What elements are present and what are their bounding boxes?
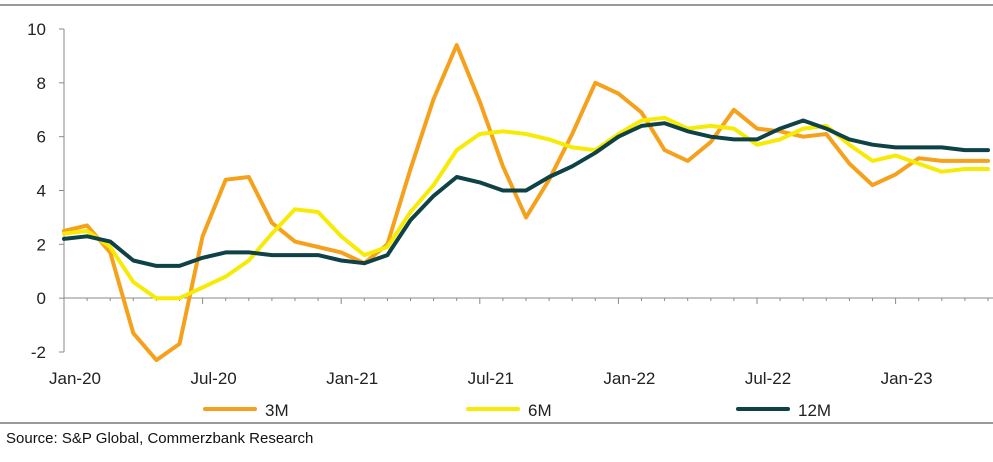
- legend-label-12m: 12M: [798, 401, 831, 420]
- x-axis: Jan-20 Jul-20 Jan-21 Jul-21 Jan-22 Jul-22 Jan-…: [49, 297, 993, 388]
- x-tick-label: Jan-20: [49, 369, 101, 388]
- y-tick-label: 0: [37, 289, 46, 308]
- legend-label-3m: 3M: [265, 401, 289, 420]
- x-tick-label: Jan-23: [881, 369, 933, 388]
- x-tick-label: Jul-20: [190, 369, 236, 388]
- x-tick-label: Jan-21: [326, 369, 378, 388]
- source-note: Source: S&P Global, Commerzbank Research: [6, 430, 314, 447]
- x-tick-label: Jul-21: [468, 369, 514, 388]
- series-line-12m: [62, 118, 990, 268]
- y-tick-label: 6: [37, 128, 46, 147]
- y-axis: -2 0 2 4 6 8 10: [27, 20, 65, 362]
- y-tick-label: 8: [37, 74, 46, 93]
- x-tick-label: Jan-22: [603, 369, 655, 388]
- series-line-6m: [62, 115, 990, 301]
- legend: 3M 6M 12M: [203, 401, 831, 420]
- y-tick-label: -2: [31, 343, 46, 362]
- series-line-3m: [62, 43, 990, 363]
- y-tick-label: 4: [37, 182, 46, 201]
- legend-label-6m: 6M: [528, 401, 552, 420]
- y-tick-label: 10: [27, 20, 46, 39]
- y-tick-label: 2: [37, 235, 46, 254]
- x-tick-label: Jul-22: [745, 369, 791, 388]
- plot-area: [62, 43, 990, 363]
